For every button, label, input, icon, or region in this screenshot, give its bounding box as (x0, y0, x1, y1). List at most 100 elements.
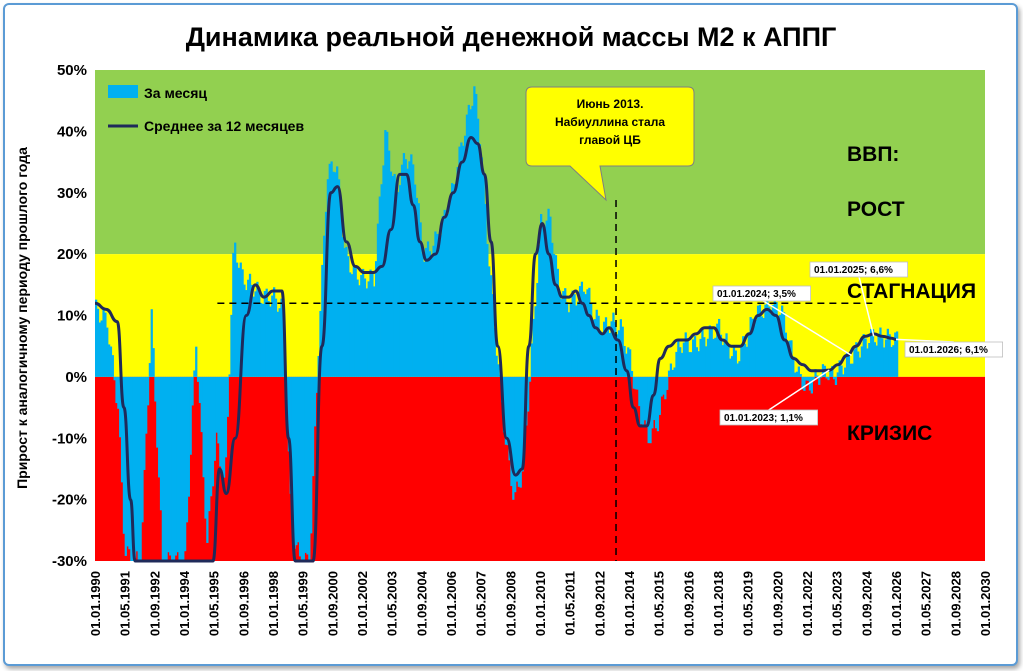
bar-377 (794, 372, 797, 377)
x-tick-label: 01.05.1991 (118, 571, 133, 636)
bar-39 (167, 376, 170, 553)
bar-305 (660, 376, 663, 397)
bar-21 (133, 376, 137, 559)
bar-37 (163, 376, 166, 561)
annotation-bubble (525, 86, 695, 202)
bar-183 (434, 231, 437, 377)
label-box (904, 341, 1003, 358)
bar-117 (311, 376, 315, 477)
bar-48 (184, 376, 187, 552)
bar-70 (224, 376, 228, 458)
bar-11 (115, 376, 118, 404)
bar-431 (894, 332, 897, 377)
y-tick-label: 0% (65, 369, 87, 386)
bar-152 (376, 223, 380, 377)
bar-254 (565, 302, 569, 377)
bar-19 (130, 376, 133, 561)
x-tick-label: 01.09.2000 (325, 571, 340, 636)
bar-251 (560, 299, 563, 377)
x-tick-label: 01.01.1998 (266, 571, 281, 636)
bar-209 (482, 172, 485, 377)
bar-178 (425, 247, 428, 377)
bar-317 (682, 342, 686, 377)
bar-398 (832, 376, 836, 380)
bar-266 (588, 287, 591, 377)
bar-88 (258, 288, 261, 377)
y-tick-label: 10% (57, 308, 87, 325)
bar-268 (591, 320, 595, 377)
bar-406 (847, 352, 851, 377)
bar-186 (439, 235, 443, 377)
bar-62 (209, 376, 213, 497)
bar-89 (260, 302, 263, 377)
bar-278 (610, 321, 613, 377)
bar-345 (734, 350, 737, 377)
bar-170 (410, 154, 413, 377)
bar-195 (456, 166, 459, 377)
x-tick-label: 01.05.2027 (919, 571, 934, 636)
bar-47 (182, 376, 185, 561)
x-tick-label: 01.09.2020 (770, 571, 785, 636)
bar-367 (775, 302, 778, 377)
bar-212 (488, 266, 491, 377)
bar-391 (819, 376, 823, 378)
zone-label-crisis: КРИЗИС (847, 422, 932, 445)
bar-420 (873, 342, 877, 377)
bar-79 (241, 269, 244, 377)
bar-179 (426, 241, 430, 377)
bar-274 (603, 321, 606, 377)
bar-31 (152, 348, 155, 377)
bar-245 (549, 216, 552, 377)
bar-111 (300, 376, 304, 561)
annotation-callout: Июнь 2013. Набиуллина стала главой ЦБ (525, 86, 695, 202)
bar-422 (877, 333, 880, 377)
x-tick-label: 01.09.2012 (592, 571, 607, 636)
bar-307 (664, 376, 667, 400)
bar-426 (884, 339, 888, 377)
bar-158 (387, 150, 391, 377)
label-leader (895, 338, 954, 343)
bar-73 (230, 314, 233, 377)
label-box (719, 409, 818, 426)
bar-335 (716, 323, 719, 377)
bar-167 (404, 159, 407, 377)
bar-197 (460, 142, 463, 377)
bar-249 (556, 268, 559, 377)
bar-384 (807, 376, 810, 381)
bar-56 (198, 376, 202, 404)
bar-270 (595, 309, 598, 377)
bar-387 (812, 376, 815, 381)
bar-132 (339, 208, 343, 377)
bar-34 (158, 376, 161, 478)
bar-5 (104, 312, 107, 377)
bar-233 (527, 376, 530, 412)
bar-4 (102, 309, 105, 377)
bar-334 (714, 337, 717, 377)
bar-319 (686, 338, 689, 377)
bar-412 (858, 357, 862, 377)
bar-430 (892, 345, 895, 377)
bar-142 (358, 285, 361, 377)
bar-135 (345, 247, 348, 377)
legend-line-label: Среднее за 12 месяцев (144, 118, 304, 134)
bar-130 (336, 166, 339, 377)
bar-294 (640, 376, 643, 425)
bar-301 (653, 376, 656, 421)
x-tick-label: 01.05.2011 (563, 571, 578, 635)
bar-255 (567, 312, 571, 377)
chart-title: Динамика реальной денежной массы М2 к АП… (186, 22, 837, 52)
bar-160 (391, 175, 394, 377)
bar-7 (107, 344, 111, 377)
bar-125 (326, 179, 330, 377)
bar-84 (250, 284, 254, 377)
bar-313 (675, 351, 678, 377)
bar-292 (636, 376, 639, 390)
label-leader (858, 275, 875, 337)
bar-10 (113, 376, 116, 381)
bar-198 (462, 145, 465, 377)
bar-41 (171, 376, 174, 561)
x-tick-label: 01.05.2003 (385, 571, 400, 636)
bar-85 (252, 296, 255, 377)
bar-171 (412, 164, 415, 377)
